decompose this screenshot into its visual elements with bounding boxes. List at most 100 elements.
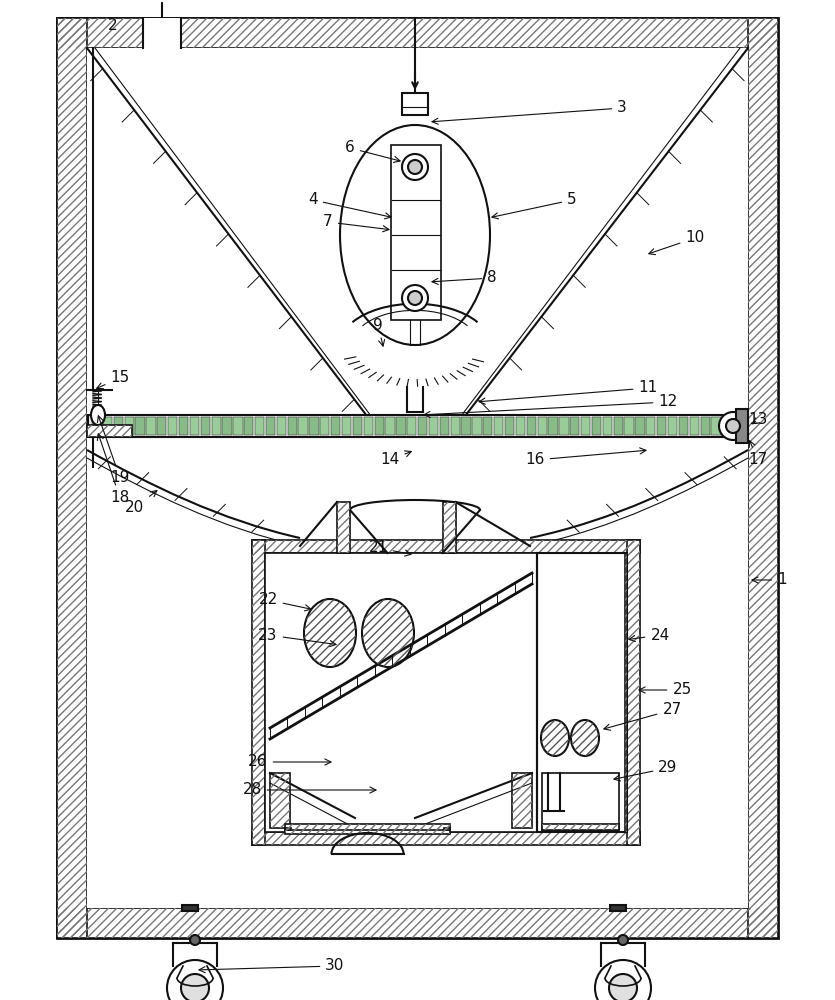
- Bar: [285, 828, 291, 830]
- Bar: [443, 502, 456, 553]
- Circle shape: [190, 935, 200, 945]
- Bar: [701, 417, 710, 435]
- Bar: [614, 417, 623, 435]
- Bar: [668, 417, 677, 435]
- Circle shape: [181, 974, 209, 1000]
- Bar: [625, 553, 627, 832]
- Bar: [570, 417, 579, 435]
- Bar: [320, 417, 330, 435]
- Bar: [331, 417, 341, 435]
- Bar: [505, 417, 514, 435]
- Bar: [285, 828, 291, 830]
- Bar: [255, 417, 264, 435]
- Text: 8: 8: [432, 270, 497, 286]
- Bar: [57, 908, 778, 938]
- Text: 3: 3: [432, 101, 627, 124]
- Text: 1: 1: [752, 572, 787, 587]
- Bar: [391, 145, 441, 320]
- Bar: [444, 828, 450, 830]
- Bar: [429, 417, 438, 435]
- Bar: [635, 417, 645, 435]
- Bar: [444, 828, 450, 830]
- Bar: [285, 824, 450, 830]
- Bar: [625, 553, 627, 832]
- Text: 6: 6: [345, 140, 400, 162]
- Circle shape: [408, 160, 422, 174]
- Text: 4: 4: [308, 192, 391, 219]
- Bar: [252, 832, 640, 845]
- Text: 28: 28: [242, 782, 376, 798]
- Ellipse shape: [91, 405, 105, 425]
- Bar: [143, 18, 181, 50]
- Bar: [748, 18, 778, 938]
- Text: 11: 11: [479, 380, 658, 404]
- Bar: [285, 824, 450, 830]
- Bar: [592, 417, 601, 435]
- Bar: [627, 540, 640, 845]
- Bar: [252, 540, 640, 553]
- Bar: [581, 417, 590, 435]
- Bar: [265, 553, 627, 832]
- Bar: [88, 415, 748, 437]
- Text: 25: 25: [639, 682, 691, 698]
- Bar: [542, 824, 619, 830]
- Bar: [309, 417, 319, 435]
- Bar: [364, 417, 373, 435]
- Bar: [722, 417, 731, 435]
- Bar: [736, 409, 748, 443]
- Bar: [516, 417, 525, 435]
- Bar: [512, 773, 532, 828]
- Bar: [342, 417, 352, 435]
- Text: 21: 21: [368, 540, 411, 556]
- Text: 2: 2: [109, 17, 118, 32]
- Bar: [87, 48, 748, 908]
- Bar: [298, 417, 308, 435]
- Ellipse shape: [304, 599, 356, 667]
- Bar: [135, 417, 144, 435]
- Bar: [211, 417, 220, 435]
- Bar: [266, 417, 275, 435]
- Bar: [270, 773, 290, 828]
- Bar: [233, 417, 242, 435]
- Text: 29: 29: [614, 760, 678, 781]
- Circle shape: [595, 960, 651, 1000]
- Bar: [443, 502, 456, 553]
- Text: 17: 17: [748, 441, 767, 468]
- Bar: [440, 417, 449, 435]
- Text: 15: 15: [97, 370, 129, 389]
- Bar: [182, 905, 198, 911]
- Bar: [146, 417, 155, 435]
- Bar: [657, 417, 666, 435]
- Bar: [222, 417, 231, 435]
- Text: 14: 14: [381, 451, 412, 468]
- Bar: [610, 905, 626, 911]
- Bar: [87, 425, 132, 437]
- Text: 27: 27: [604, 702, 681, 730]
- Text: 12: 12: [424, 394, 678, 418]
- Bar: [407, 417, 417, 435]
- Text: 23: 23: [258, 628, 336, 647]
- Bar: [285, 828, 450, 830]
- Text: 24: 24: [629, 628, 670, 643]
- Circle shape: [609, 974, 637, 1000]
- Circle shape: [726, 419, 740, 433]
- Bar: [57, 908, 778, 938]
- Bar: [114, 417, 123, 435]
- Bar: [462, 417, 471, 435]
- Bar: [244, 417, 253, 435]
- Bar: [337, 502, 350, 553]
- Bar: [276, 417, 286, 435]
- Bar: [103, 417, 112, 435]
- Circle shape: [719, 412, 747, 440]
- Bar: [386, 417, 395, 435]
- Text: 16: 16: [525, 448, 646, 468]
- Bar: [483, 417, 493, 435]
- Bar: [252, 832, 640, 845]
- Text: 18: 18: [98, 434, 129, 506]
- Bar: [538, 417, 547, 435]
- Text: 19: 19: [98, 416, 129, 486]
- Bar: [252, 540, 640, 553]
- Text: 26: 26: [248, 754, 331, 770]
- Bar: [87, 425, 132, 437]
- Circle shape: [618, 935, 628, 945]
